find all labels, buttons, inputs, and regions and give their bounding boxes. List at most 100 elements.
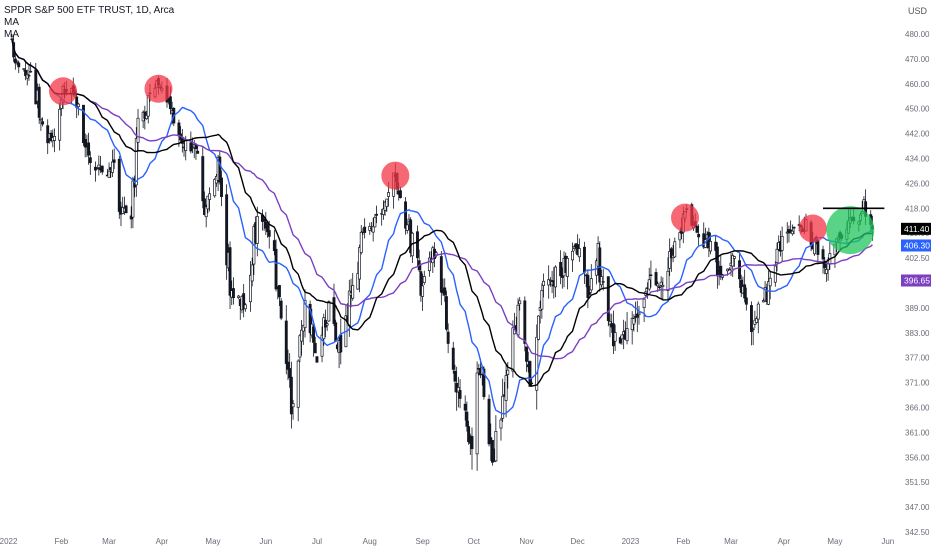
candle [542,273,546,298]
chart-legend: SPDR S&P 500 ETF TRUST, 1D, Arca MA MA [4,5,174,41]
candle [571,242,574,273]
candle [489,423,493,462]
red-marker-circle [798,214,827,243]
candle [41,117,45,127]
red-marker-circle [381,161,410,190]
candle [180,129,184,153]
x-tick-label: Apr [156,537,169,546]
candle [453,364,457,393]
x-tick-label: Mar [102,537,116,546]
candle [525,346,528,372]
candle [625,311,629,345]
candle [356,261,360,290]
candle [375,205,379,224]
candle [15,59,19,66]
candle [100,165,104,175]
y-tick-label: 366.00 [905,404,930,413]
moving-averages-layer [11,39,873,415]
candle [554,265,557,298]
currency-label: USD [908,6,928,16]
candle [738,252,741,288]
candle [743,269,747,303]
candle [22,68,26,72]
candle [618,336,622,345]
candle [727,267,731,271]
candle [673,237,677,258]
candle [24,60,28,81]
candle [601,268,605,291]
candle [767,270,770,306]
candle [242,284,246,318]
ma-legend-1: MA [4,17,19,28]
candle [792,226,796,235]
candle [298,333,302,363]
y-tick-label: 356.00 [905,453,930,462]
candle [58,102,62,151]
candle [371,218,375,242]
candle [267,220,271,249]
candle [780,226,784,262]
candle [586,269,590,309]
candle [363,218,367,239]
candle [286,349,290,381]
candle [288,353,292,388]
svg-text:396.65: 396.65 [904,276,930,286]
chart-title: SPDR S&P 500 ETF TRUST, 1D, Arca [4,5,175,16]
candle [715,242,719,289]
annotation-markers-layer [49,74,885,255]
candle [278,284,281,307]
y-tick-label: 426.00 [905,179,930,188]
price-badge: 396.65 [901,274,931,287]
candle [518,296,522,311]
candle [93,161,97,182]
red-marker-circle [144,74,173,103]
candle [456,376,460,408]
candle [761,298,765,303]
candle [465,401,469,432]
candles-layer [10,34,874,471]
candle [768,270,772,300]
x-tick-label: Feb [676,537,690,546]
candle [249,260,252,312]
ma-blue-line [11,39,873,415]
candle [410,231,414,263]
candle [589,264,593,294]
price-badge: 411.40 [901,222,931,235]
candle [291,399,295,420]
candle [530,378,534,386]
candle [312,324,315,357]
candle [315,356,319,363]
axes-layer: 480.00 470.00 460.00 450.00 442.00 434.00 426.… [0,30,931,546]
candle [124,204,128,214]
candle [300,320,304,356]
candle [296,359,300,422]
candle [405,221,409,234]
candle [516,298,520,338]
candle [504,364,508,418]
candle [463,395,467,421]
svg-text:411.40: 411.40 [904,224,930,234]
candle [325,321,329,331]
candle [334,319,338,343]
candle [439,250,443,306]
candle [320,326,324,363]
y-tick-label: 351.50 [905,478,930,487]
candle [535,324,539,410]
candle [632,314,636,332]
candle [588,285,592,296]
candle [204,204,208,228]
candle [303,289,307,338]
candle [547,265,551,299]
candle [487,394,491,447]
candle [218,150,222,185]
candle [284,305,288,375]
candle [344,304,348,348]
candle [381,200,385,220]
candle [206,195,210,214]
candle [97,155,101,176]
candle [642,297,646,323]
candle [416,225,419,268]
candle [274,239,278,292]
y-tick-label: 342.50 [905,528,930,537]
